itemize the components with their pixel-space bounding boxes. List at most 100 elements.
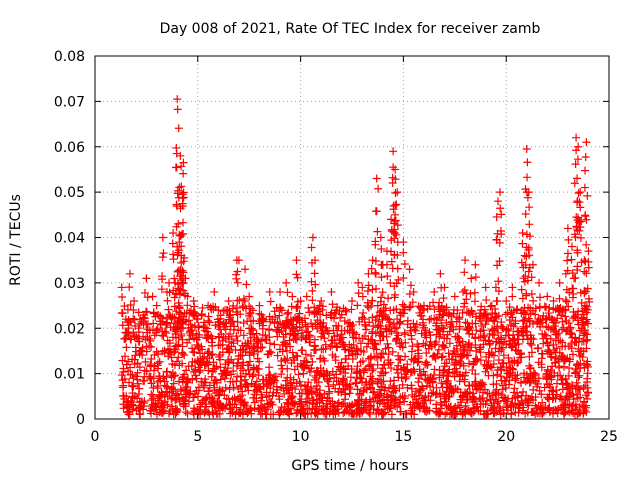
- data-point: [555, 304, 564, 313]
- data-point: [265, 312, 274, 321]
- data-point: [122, 402, 131, 411]
- data-point: [288, 383, 297, 392]
- data-point: [282, 384, 291, 393]
- data-point: [303, 382, 312, 391]
- data-point: [346, 373, 355, 382]
- data-point: [368, 366, 377, 375]
- data-point: [368, 256, 377, 265]
- data-point: [403, 360, 412, 369]
- data-point: [224, 315, 233, 324]
- data-point: [327, 287, 336, 296]
- data-point: [153, 325, 162, 334]
- data-point: [170, 274, 179, 283]
- data-point: [435, 332, 444, 341]
- data-point: [573, 394, 582, 403]
- data-point: [528, 371, 537, 380]
- data-point: [377, 293, 386, 302]
- data-point: [147, 379, 156, 388]
- data-point: [457, 398, 466, 407]
- data-point: [273, 351, 282, 360]
- data-point: [577, 314, 586, 323]
- data-point: [495, 406, 504, 415]
- data-point: [232, 332, 241, 341]
- data-point: [178, 202, 187, 211]
- data-point: [145, 326, 154, 335]
- data-point: [397, 338, 406, 347]
- data-point: [158, 317, 167, 326]
- y-axis-label: ROTI / TECUs: [8, 194, 24, 286]
- data-point: [269, 374, 278, 383]
- data-point: [555, 394, 564, 403]
- data-point: [288, 292, 297, 301]
- data-point: [182, 390, 191, 399]
- data-point: [267, 378, 276, 387]
- data-point: [279, 332, 288, 341]
- data-point: [283, 309, 292, 318]
- data-point: [359, 386, 368, 395]
- data-point: [459, 287, 468, 296]
- chart-title: Day 008 of 2021, Rate Of TEC Index for r…: [160, 21, 541, 37]
- data-point: [537, 390, 546, 399]
- data-point: [186, 327, 195, 336]
- data-point: [570, 179, 579, 188]
- data-point: [255, 309, 264, 318]
- data-point: [174, 314, 183, 323]
- data-point: [495, 344, 504, 353]
- data-point: [468, 366, 477, 375]
- data-point: [405, 303, 414, 312]
- data-point: [215, 352, 224, 361]
- data-point: [430, 365, 439, 374]
- data-point: [443, 376, 452, 385]
- data-point: [522, 145, 531, 154]
- data-point: [334, 321, 343, 330]
- data-point: [579, 313, 588, 322]
- data-point: [409, 287, 418, 296]
- data-point: [576, 408, 585, 417]
- data-point: [463, 396, 472, 405]
- data-point: [526, 339, 535, 348]
- data-point: [301, 350, 310, 359]
- data-point: [231, 345, 240, 354]
- data-point: [565, 357, 574, 366]
- data-point: [285, 404, 294, 413]
- data-point: [462, 326, 471, 335]
- data-point: [139, 319, 148, 328]
- data-point: [177, 242, 186, 251]
- data-point: [435, 305, 444, 314]
- data-point: [438, 352, 447, 361]
- data-point: [283, 373, 292, 382]
- data-point: [393, 188, 402, 197]
- y-tick-label: 0.04: [54, 231, 85, 247]
- data-point: [216, 404, 225, 413]
- data-point: [568, 284, 577, 293]
- data-point: [146, 336, 155, 345]
- data-point: [249, 393, 258, 402]
- data-point: [502, 297, 511, 306]
- data-point: [292, 409, 301, 418]
- data-point: [540, 330, 549, 339]
- data-point: [249, 326, 258, 335]
- data-point: [496, 333, 505, 342]
- data-point: [207, 372, 216, 381]
- data-point: [376, 336, 385, 345]
- data-point: [583, 284, 592, 293]
- data-point: [562, 297, 571, 306]
- data-point: [333, 399, 342, 408]
- data-point: [471, 370, 480, 379]
- data-point: [458, 410, 467, 419]
- data-point: [247, 324, 256, 333]
- data-point: [167, 387, 176, 396]
- data-point: [525, 203, 534, 212]
- data-point: [376, 233, 385, 242]
- data-point: [123, 329, 132, 338]
- data-point: [535, 303, 544, 312]
- data-point: [502, 363, 511, 372]
- data-point: [419, 339, 428, 348]
- data-point: [311, 309, 320, 318]
- data-point: [183, 292, 192, 301]
- data-point: [178, 378, 187, 387]
- data-point: [513, 305, 522, 314]
- data-point: [312, 402, 321, 411]
- data-point: [365, 318, 374, 327]
- data-point: [148, 292, 157, 301]
